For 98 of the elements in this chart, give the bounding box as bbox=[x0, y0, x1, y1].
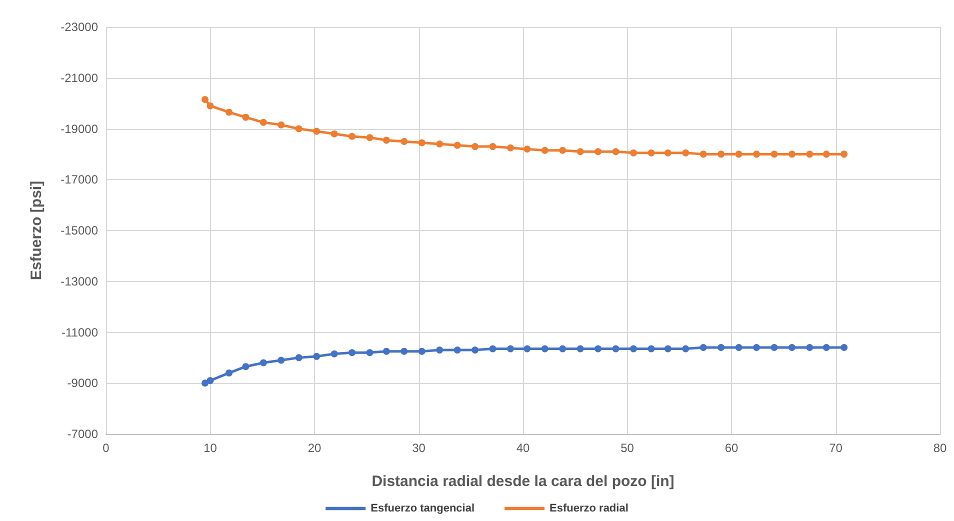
x-tick-label: 10 bbox=[204, 441, 218, 455]
point bbox=[648, 149, 655, 156]
point bbox=[472, 346, 479, 354]
point bbox=[630, 149, 638, 156]
x-tick-label: 40 bbox=[516, 441, 530, 455]
point bbox=[822, 150, 830, 158]
point bbox=[682, 345, 690, 352]
point bbox=[382, 136, 390, 144]
point bbox=[454, 142, 461, 149]
y-tick-label: -13000 bbox=[60, 274, 98, 288]
point bbox=[242, 363, 250, 370]
point bbox=[664, 149, 672, 156]
y-tick-label: -15000 bbox=[60, 224, 98, 238]
y-tick-label: -11000 bbox=[62, 325, 98, 340]
point bbox=[366, 134, 374, 142]
point bbox=[260, 359, 267, 366]
x-tick-label: 60 bbox=[724, 441, 738, 455]
point bbox=[682, 149, 690, 156]
x-tick-label: 50 bbox=[620, 441, 634, 455]
y-axis-title: Esfuerzo [psi] bbox=[28, 180, 45, 280]
point bbox=[718, 344, 725, 352]
point bbox=[630, 345, 638, 352]
point bbox=[278, 121, 285, 128]
point bbox=[822, 344, 830, 352]
point bbox=[226, 108, 233, 116]
point bbox=[541, 345, 548, 352]
y-tick-label: -21000 bbox=[60, 70, 98, 85]
point bbox=[770, 344, 778, 352]
y-tick-label: -17000 bbox=[60, 172, 98, 187]
point bbox=[806, 344, 814, 352]
point bbox=[806, 150, 814, 158]
point bbox=[788, 344, 796, 352]
x-tick-label: 80 bbox=[933, 441, 947, 455]
point bbox=[436, 140, 444, 148]
point bbox=[524, 345, 531, 352]
point bbox=[489, 345, 496, 352]
point bbox=[576, 345, 584, 352]
point bbox=[735, 344, 742, 352]
point bbox=[242, 114, 250, 121]
legend-label: Esfuerzo radial bbox=[550, 502, 628, 514]
point bbox=[770, 150, 778, 158]
point bbox=[472, 143, 479, 150]
point bbox=[506, 144, 514, 152]
point bbox=[436, 346, 444, 354]
x-tick-label: 20 bbox=[308, 441, 322, 455]
point bbox=[612, 345, 620, 352]
point bbox=[206, 102, 214, 110]
point bbox=[612, 148, 620, 156]
x-tick-label: 0 bbox=[102, 441, 110, 455]
x-axis-title: Distancia radial desde la cara del pozo [in] bbox=[372, 473, 674, 490]
x-tick-label: 30 bbox=[412, 441, 426, 455]
point bbox=[202, 96, 209, 103]
point bbox=[718, 150, 725, 158]
point bbox=[330, 130, 338, 138]
point bbox=[840, 344, 848, 352]
point bbox=[226, 369, 233, 376]
point bbox=[506, 345, 514, 352]
point bbox=[400, 348, 408, 355]
point bbox=[400, 138, 408, 145]
point bbox=[454, 346, 461, 354]
point bbox=[753, 150, 760, 158]
point bbox=[559, 146, 566, 154]
point bbox=[260, 118, 267, 126]
x-tick-label: 70 bbox=[829, 441, 843, 455]
y-tick-label: -23000 bbox=[60, 20, 98, 34]
point bbox=[295, 125, 302, 132]
point bbox=[278, 356, 285, 364]
y-tick-label: -19000 bbox=[60, 122, 98, 136]
point bbox=[559, 345, 566, 352]
y-tick-label: -7000 bbox=[67, 427, 98, 441]
point bbox=[664, 345, 672, 352]
point bbox=[348, 132, 356, 140]
point bbox=[202, 380, 209, 387]
point bbox=[206, 377, 214, 384]
point bbox=[840, 150, 848, 158]
point bbox=[348, 349, 356, 356]
point bbox=[648, 345, 655, 352]
point bbox=[700, 344, 707, 352]
point bbox=[418, 139, 426, 146]
point bbox=[735, 150, 742, 158]
point bbox=[489, 143, 496, 150]
point bbox=[576, 148, 584, 156]
point bbox=[541, 146, 548, 154]
legend-label: Esfuerzo tangencial bbox=[370, 502, 475, 514]
point bbox=[313, 128, 320, 135]
point bbox=[524, 146, 531, 153]
point bbox=[330, 350, 338, 358]
point bbox=[753, 344, 760, 352]
point bbox=[700, 150, 707, 158]
point bbox=[788, 150, 796, 158]
point bbox=[418, 348, 426, 355]
point bbox=[594, 148, 602, 156]
point bbox=[295, 354, 302, 362]
point bbox=[382, 348, 390, 355]
y-tick-label: -9000 bbox=[67, 376, 98, 390]
point bbox=[594, 345, 602, 352]
point bbox=[313, 352, 320, 360]
point bbox=[366, 349, 374, 356]
